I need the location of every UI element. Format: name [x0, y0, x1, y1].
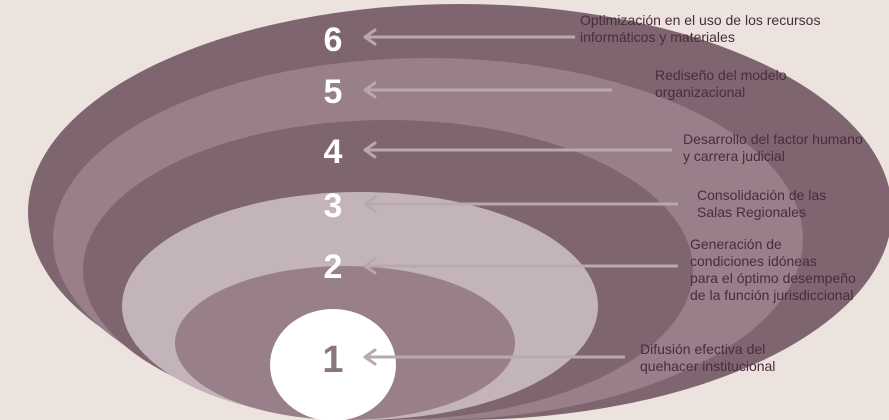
level-4-label-line2: y carrera judicial [683, 148, 785, 164]
level-4-number: 4 [324, 133, 343, 171]
level-1-label-line2: quehacer institucional [640, 358, 776, 374]
arrow-1 [363, 348, 625, 366]
ring-1-center [270, 309, 396, 420]
level-3-label-line2: Salas Regionales [697, 204, 806, 220]
arrow-3 [363, 195, 678, 213]
level-3-number: 3 [324, 187, 343, 225]
level-4-label-line1: Desarrollo del factor humano [683, 131, 863, 147]
level-6-number: 6 [324, 21, 343, 59]
level-5-label-line1: Rediseño del modelo [655, 67, 787, 83]
level-2-label-line2: condiciones idóneas [690, 253, 817, 269]
level-1-number: 1 [322, 339, 343, 381]
arrow-2 [363, 257, 678, 275]
level-5-label-line2: organizacional [655, 84, 746, 100]
arrow-4 [363, 141, 672, 159]
level-3-label: Consolidación de las Salas Regionales [697, 187, 826, 221]
level-6-label-line1: Optimización en el uso de los recursos [580, 12, 821, 28]
level-2-label-line4: de la función jurisdiccional [690, 287, 854, 303]
level-2-label-line1: Generación de [690, 236, 782, 252]
level-4-label: Desarrollo del factor humano y carrera j… [683, 131, 863, 165]
level-2-label: Generación de condiciones idóneas para e… [690, 236, 856, 304]
level-1-label-line1: Difusión efectiva del [640, 341, 766, 357]
level-1-label: Difusión efectiva del quehacer instituci… [640, 341, 775, 375]
level-6-label-line2: informáticos y materiales [580, 29, 735, 45]
level-5-number: 5 [324, 73, 343, 111]
arrow-6 [363, 28, 575, 46]
level-5-label: Rediseño del modelo organizacional [655, 67, 787, 101]
level-6-label: Optimización en el uso de los recursos i… [580, 12, 820, 46]
level-2-number: 2 [324, 248, 343, 286]
arrow-5 [363, 81, 612, 99]
level-3-label-line1: Consolidación de las [697, 187, 827, 203]
level-2-label-line3: para el óptimo desempeño [690, 270, 856, 286]
